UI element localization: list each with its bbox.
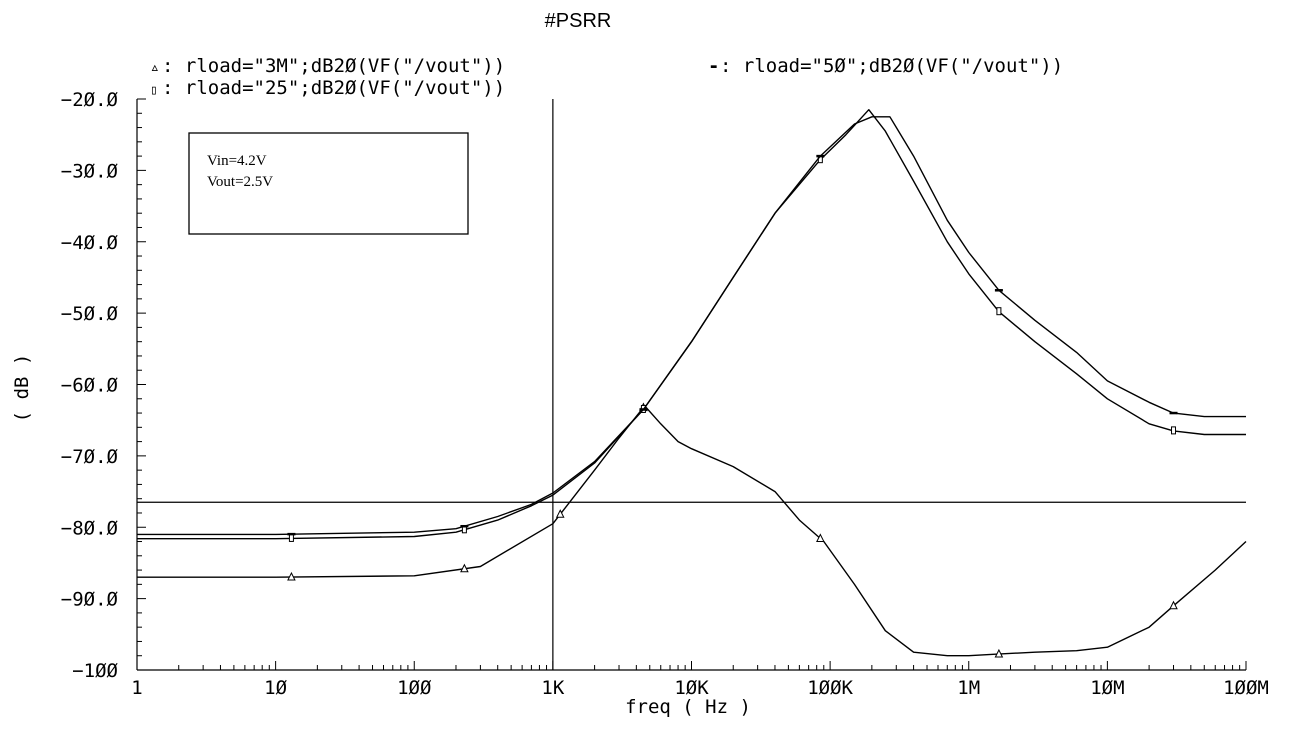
x-tick-label: 1ØK bbox=[674, 677, 709, 699]
rload-3m-marker bbox=[460, 563, 469, 573]
annotation-frame bbox=[188, 132, 469, 235]
chart-title: #PSRR bbox=[545, 10, 612, 32]
annotation-vin: Vin=4.2V bbox=[207, 153, 267, 169]
series-layer bbox=[137, 108, 1247, 658]
legend-symbol-3m: ▵ bbox=[150, 57, 160, 76]
y-tick-label: −1ØØ bbox=[72, 660, 118, 682]
y-tick-label: −7Ø.Ø bbox=[61, 446, 119, 468]
legend-symbol-25: ▯ bbox=[150, 83, 158, 98]
y-tick-label: −9Ø.Ø bbox=[61, 589, 119, 611]
x-tick-label: 1ØM bbox=[1090, 677, 1124, 699]
y-tick-label: −6Ø.Ø bbox=[61, 375, 119, 397]
y-tick-label: −4Ø.Ø bbox=[61, 232, 119, 254]
y-axis-label: ( dB ) bbox=[11, 354, 33, 423]
y-tick-label: −5Ø.Ø bbox=[61, 303, 119, 325]
x-tick-label: 1ØØ bbox=[397, 677, 432, 699]
rload-3m-marker bbox=[555, 509, 565, 518]
rload-25-marker bbox=[288, 533, 294, 542]
rload-50-line bbox=[137, 116, 1246, 536]
axes: 1 1Ø 1ØØ 1K 1ØK 1ØØK 1M 1ØM 1ØØM −2Ø.Ø −3Ø.Ø −4Ø.Ø −… bbox=[61, 89, 1269, 699]
legend: ▵ : rload="3M";dB2Ø(VF("/vout")) ▯ : rlo… bbox=[150, 55, 1063, 99]
legend-label-25: : rload="25";dB2Ø(VF("/vout")) bbox=[162, 77, 505, 99]
rload-3m-marker bbox=[287, 571, 296, 581]
annotation-box: Vin=4.2V Vout=2.5V bbox=[188, 132, 469, 235]
legend-symbol-50: - bbox=[708, 55, 719, 77]
annotation-vout: Vout=2.5V bbox=[207, 174, 273, 190]
rload-3m-marker bbox=[994, 648, 1004, 658]
x-axis-label: freq ( Hz ) bbox=[625, 696, 751, 718]
legend-label-3m: : rload="3M";dB2Ø(VF("/vout")) bbox=[162, 55, 505, 77]
rload-25-marker bbox=[1171, 426, 1177, 435]
x-tick-label: 1 bbox=[131, 677, 142, 699]
x-tick-label: 1Ø bbox=[264, 677, 287, 699]
legend-label-50: : rload="5Ø";dB2Ø(VF("/vout")) bbox=[720, 55, 1063, 77]
y-tick-label: −3Ø.Ø bbox=[61, 160, 119, 182]
rload-3m-marker bbox=[1169, 600, 1178, 610]
rload-25-marker bbox=[996, 307, 1002, 316]
x-tick-label: 1K bbox=[541, 677, 564, 699]
rload-3m-marker bbox=[816, 533, 825, 543]
cursor-lines bbox=[137, 99, 1246, 670]
rload-3m-line bbox=[137, 405, 1247, 657]
x-tick-label: 1ØØM bbox=[1223, 677, 1269, 699]
y-tick-label: −8Ø.Ø bbox=[61, 517, 119, 539]
rload-25-line bbox=[137, 108, 1246, 540]
x-tick-label: 1M bbox=[957, 677, 980, 699]
y-tick-label: −2Ø.Ø bbox=[61, 89, 119, 111]
x-tick-label: 1ØØK bbox=[807, 677, 853, 699]
